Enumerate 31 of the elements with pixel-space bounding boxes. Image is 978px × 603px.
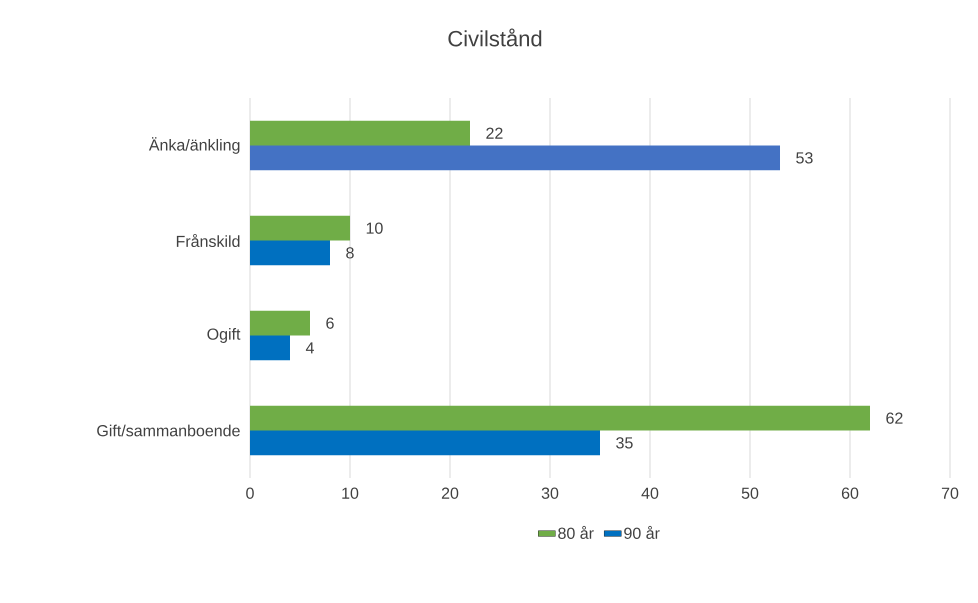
- y-tick-label: Frånskild: [176, 234, 240, 248]
- legend-label: 80 år: [558, 526, 594, 539]
- x-tick-label: 50: [742, 488, 758, 499]
- bar: [250, 336, 290, 360]
- data-label: 6: [326, 317, 334, 329]
- y-tick-label: Gift/sammanboende: [97, 424, 240, 436]
- y-tick-label: Änka/änkling: [148, 137, 240, 154]
- data-label: 53: [796, 152, 813, 164]
- bar: [250, 240, 330, 266]
- chart-title: Civilstånd: [448, 28, 542, 46]
- bar: [250, 216, 350, 240]
- bar: [250, 406, 870, 430]
- y-tick-label: Ogift: [207, 328, 240, 343]
- data-label: 35: [616, 437, 633, 449]
- x-tick-label: 30: [542, 488, 558, 499]
- bar: [250, 145, 780, 170]
- data-label: 10: [366, 222, 383, 234]
- bar: [250, 120, 470, 146]
- x-tick-label: 70: [942, 488, 958, 499]
- x-tick-label: 20: [442, 488, 458, 499]
- data-label: 4: [306, 342, 314, 354]
- bar: [250, 430, 600, 456]
- x-tick-label: 60: [842, 488, 858, 499]
- data-label: 62: [886, 412, 903, 424]
- bar: [250, 310, 310, 336]
- legend-label: 90 år: [624, 526, 660, 539]
- x-tick-label: 40: [641, 488, 658, 499]
- data-label: 22: [486, 128, 503, 139]
- x-tick-label: 10: [342, 488, 358, 499]
- x-tick-label: 0: [246, 488, 254, 499]
- data-label: 8: [346, 247, 354, 259]
